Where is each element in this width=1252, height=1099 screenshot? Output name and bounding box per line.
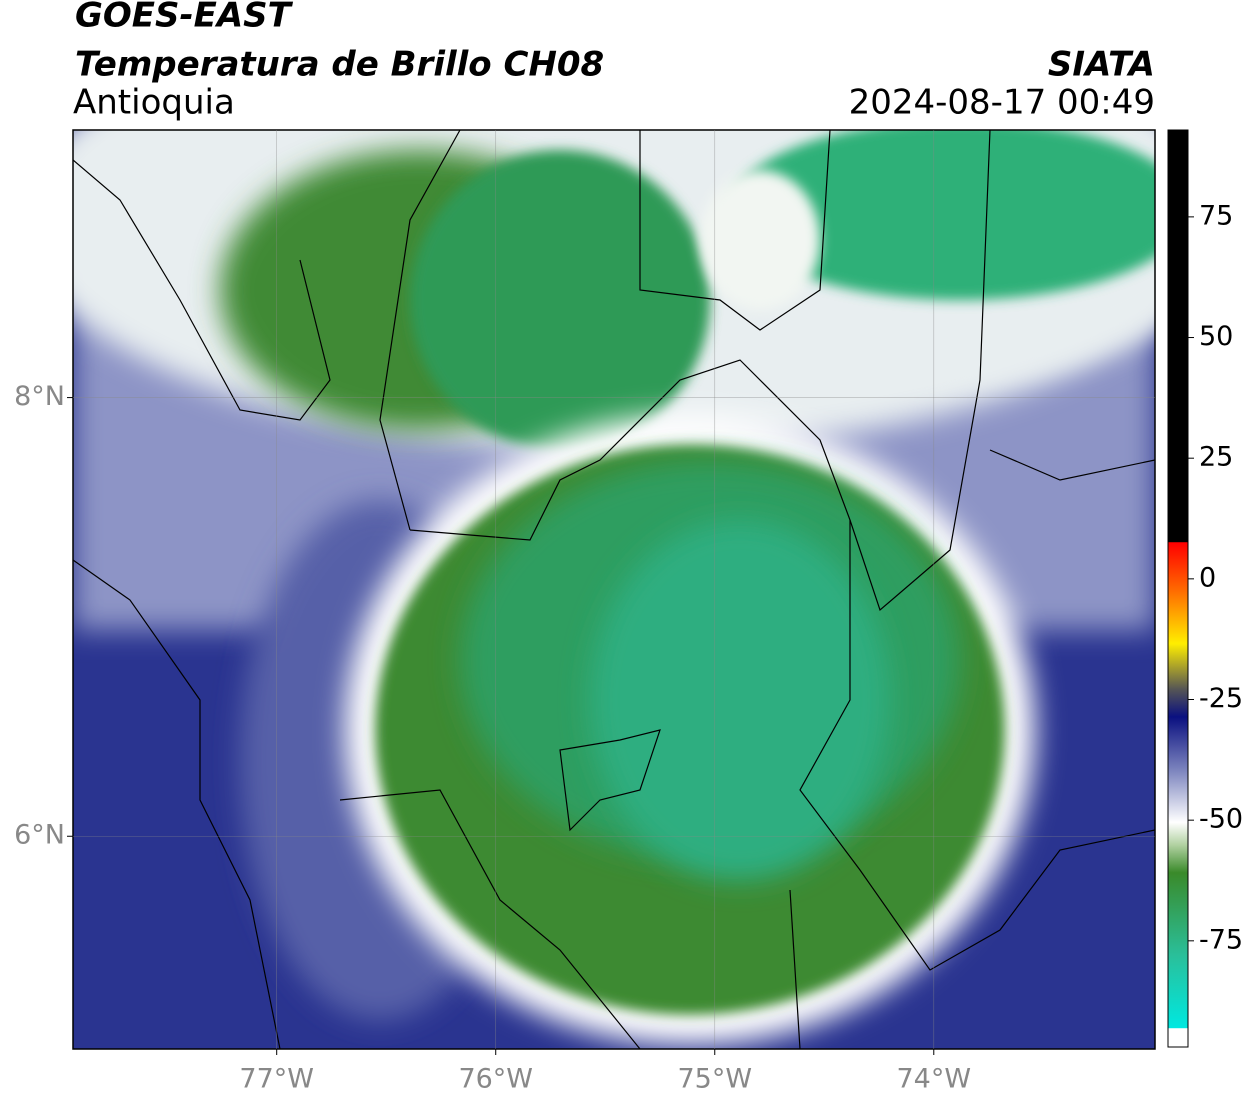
region: Antioquia (73, 83, 235, 123)
y-tick-label: 8°N (14, 381, 65, 412)
colorbar (1167, 129, 1189, 1048)
x-tick-label: 77°W (239, 1064, 314, 1095)
colorbar-tick-label: 75 (1199, 200, 1233, 231)
colorbar-tick-label: 0 (1199, 562, 1216, 593)
colorbar-tick-label: 25 (1199, 442, 1233, 473)
y-tick-label: 6°N (14, 820, 65, 851)
title: GOES-EAST (75, 0, 294, 36)
subtitle: Temperatura de Brillo CH08 (75, 45, 604, 85)
colorbar-tick-label: -75 (1199, 924, 1243, 955)
colorbar-tick-label: -25 (1199, 683, 1243, 714)
map-frame (72, 129, 1156, 1050)
colorbar-tick-label: -50 (1199, 804, 1243, 835)
x-tick-label: 74°W (897, 1064, 972, 1095)
x-tick-label: 76°W (458, 1064, 533, 1095)
datetime: 2024-08-17 00:49 (849, 83, 1155, 123)
map-image (73, 130, 1155, 1049)
colorbar-tick-label: 50 (1199, 321, 1233, 352)
x-tick-label: 75°W (677, 1064, 752, 1095)
source: SIATA (1048, 45, 1155, 85)
